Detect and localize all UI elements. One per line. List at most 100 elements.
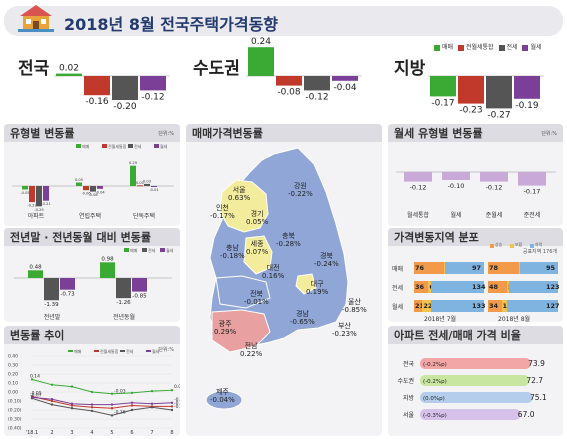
- map-region-value: 0.07%: [246, 248, 269, 256]
- apt-ratio-chart: 전국 (-0.2%p) 73.9 수도권 (-0.2%p) 72.7 지방 (0.0%p) 75…: [397, 358, 547, 420]
- ratio-change-0: (-0.2%p): [423, 362, 447, 368]
- ratio-category-0: 전국: [403, 360, 415, 368]
- wolse-bar-3: [518, 172, 546, 186]
- ratio-value-1: 72.7: [526, 376, 543, 385]
- top-bar-2-0: [430, 76, 456, 97]
- dist-seg-2-0-1: [422, 300, 432, 312]
- map-region-2: 경기 0.05%: [246, 210, 268, 226]
- trend-point-label-0: 0.14: [30, 373, 40, 379]
- trend-legend-label-3: 월세: [152, 348, 160, 354]
- dist-seg-label-0-1-0: 78: [489, 264, 499, 272]
- type-legend-label-2: 전세: [134, 143, 142, 149]
- yoy-legend-swatch-1: [142, 248, 147, 252]
- type-legend-label-0: 매매: [82, 143, 90, 149]
- map-region-name: 제주: [215, 388, 229, 396]
- wolse-type-chart: -0.12 월세통합 -0.10 월세 -0.12 준월세 -0.17 준전세: [396, 171, 556, 219]
- dist-seg-2-1-2: [507, 300, 558, 312]
- map-region-name: 서울: [232, 186, 246, 194]
- trend-point-1-4: [110, 407, 114, 410]
- dist-legend-swatch-0: [490, 244, 494, 248]
- yoy-bar-label-1-1: -1.26: [116, 300, 131, 306]
- map-region-1: 인천 -0.17%: [210, 204, 235, 220]
- map-region-name: 울산: [347, 298, 361, 306]
- trend-point-2-5: [130, 408, 134, 412]
- map-region-15: 전남 0.22%: [240, 342, 262, 358]
- wolse-bar-label-1: -0.10: [448, 182, 465, 190]
- panel-trend: 변동률 추이 단위:%: [4, 326, 180, 436]
- map-region-value: -0.22%: [288, 190, 313, 198]
- type-legend-swatch-1: [102, 144, 107, 148]
- map-region-value: -0.28%: [276, 240, 301, 248]
- panel-title-map: 매매가격변동률: [192, 127, 263, 140]
- top-bar-1-3: [332, 76, 358, 81]
- map-region-value: 0.22%: [240, 350, 263, 358]
- panel-title-yoy: 전년말 · 전년동월 대비 변동률: [10, 231, 151, 244]
- yoy-bar-label-1-2: -0.85: [132, 294, 147, 300]
- dist-seg-1-0-1: [428, 281, 431, 293]
- yoy-legend-swatch-0: [124, 248, 129, 252]
- map-region-5: 세종 0.07%: [246, 240, 268, 256]
- yoy-bar-label-0-0: 0.48: [29, 264, 42, 270]
- trend-chart: 매매 전월세통합 전세 월세 0.40 0.30 0.20 0.10 0.00 (0.10) (0.…: [8, 348, 180, 436]
- trend-point-2-6: [150, 406, 154, 409]
- ratio-bar-0: [420, 358, 531, 369]
- panel-title-trend: 변동률 추이: [10, 329, 65, 342]
- type-bar-label-0-2: -0.29: [34, 208, 44, 212]
- type-legend-label-1: 전월세통합: [108, 143, 127, 149]
- trend-line-3: [31, 396, 173, 406]
- map-region-8: 경북 -0.24%: [314, 252, 339, 268]
- trend-point-label-6: -0.16: [174, 400, 180, 406]
- map-region-name: 대구: [310, 280, 324, 288]
- dist-seg-2-0-2: [431, 300, 484, 312]
- wolse-bar-1: [442, 172, 470, 180]
- trend-point-0-3: [90, 390, 94, 394]
- trend-point-3-6: [150, 402, 154, 405]
- dist-row-label-1: 전세: [392, 285, 404, 292]
- type-bar-0-2: [36, 186, 42, 207]
- dist-column-1: 2018년 8월: [498, 316, 531, 323]
- title-bar: [4, 6, 563, 36]
- unit-distribution: 공표지역 176개: [522, 249, 557, 255]
- trend-legend-swatch-2: [120, 350, 125, 352]
- dist-seg-1-1-2: [509, 281, 558, 293]
- map-region-value: 0.16%: [262, 272, 285, 280]
- ratio-change-1: (-0.2%p): [423, 379, 447, 385]
- trend-point-2-4: [110, 414, 114, 417]
- trend-xtick-0: '18.1: [26, 430, 39, 436]
- dist-legend-swatch-2: [530, 244, 534, 248]
- dist-seg-2-0-0: [414, 300, 423, 312]
- top-bar-label-0-3: -0.12: [141, 92, 164, 102]
- ratio-value-0: 73.9: [528, 359, 545, 368]
- trend-point-0-5: [130, 391, 134, 395]
- wolse-bar-label-2: -0.12: [486, 184, 503, 192]
- dist-column-0: 2018년 7월: [424, 316, 457, 323]
- trend-xtick-7: 8: [170, 430, 173, 436]
- dist-seg-1-0-0: [414, 281, 429, 293]
- yoy-category-1: 전년동월: [113, 313, 135, 321]
- map-region-16: 제주 -0.04%: [210, 388, 235, 404]
- dist-seg-label-1-1-0: 48: [489, 283, 499, 291]
- type-bar-0-3: [43, 186, 49, 201]
- wolse-bar-label-0: -0.12: [410, 184, 427, 192]
- house-icon: [18, 5, 54, 32]
- wolse-category-0: 월세통합: [407, 211, 430, 219]
- type-bar-label-2-2: 0.03: [143, 179, 151, 183]
- trend-ytick-3: 0.10: [8, 381, 18, 387]
- group-label-local: 지방: [394, 59, 426, 79]
- trend-ytick-6: (0.20): [8, 408, 22, 414]
- trend-legend-swatch-0: [68, 350, 73, 352]
- top-bar-label-2-0: -0.17: [431, 98, 454, 108]
- dist-seg-0-1-0: [488, 262, 520, 274]
- yoy-bar-label-0-1: -1.39: [44, 302, 59, 308]
- trend-ytick-4: 0.00: [8, 390, 18, 396]
- trend-point-3-0: [30, 396, 34, 399]
- yoy-bar-0-2: [60, 278, 75, 290]
- dist-seg-label-2-1-0: 34: [489, 302, 499, 310]
- yoy-bar-0-1: [44, 278, 59, 301]
- trend-xtick-1: 2: [50, 430, 53, 436]
- dist-seg-label-2-0-0: 21: [415, 302, 425, 310]
- map-region-name: 충북: [281, 232, 295, 240]
- type-bar-1-2: [90, 186, 96, 192]
- map-region-14: 부산 -0.23%: [332, 322, 357, 338]
- trend-point-3-3: [90, 403, 94, 406]
